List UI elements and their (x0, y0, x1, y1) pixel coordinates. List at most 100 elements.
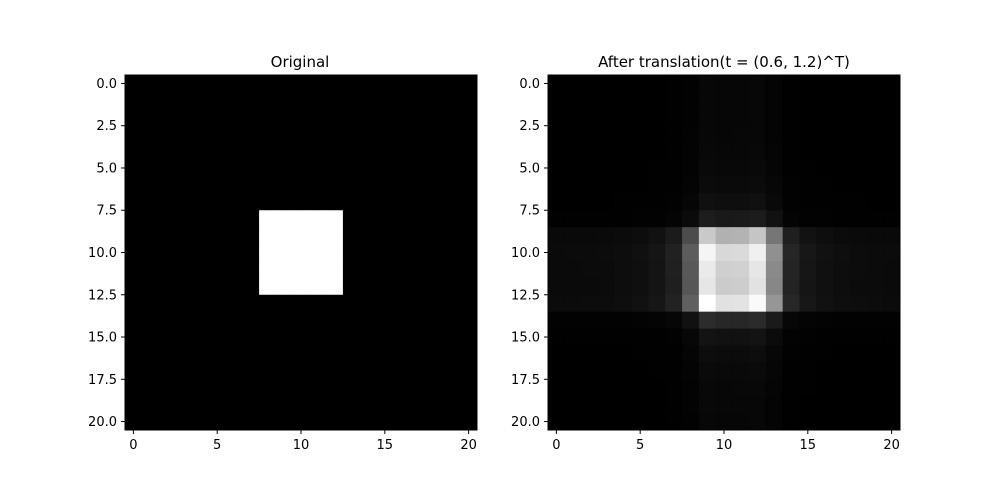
heatmap-cell (192, 176, 210, 194)
heatmap-cell (376, 379, 394, 397)
heatmap-cell (866, 193, 884, 211)
heatmap-cell (564, 193, 582, 211)
heatmap-cell (292, 159, 310, 177)
heatmap-cell (225, 379, 243, 397)
heatmap-cell (749, 294, 767, 313)
heatmap-cell (665, 176, 683, 194)
heatmap-cell (548, 345, 566, 363)
heatmap-cell (192, 379, 210, 397)
heatmap-cell (665, 108, 683, 127)
heatmap-cell (225, 108, 243, 127)
heatmap-cell (698, 159, 717, 177)
heatmap-cell (765, 108, 784, 127)
y-tick-label: 12.5 (511, 288, 540, 303)
y-tick-label: 12.5 (88, 288, 117, 303)
heatmap-cell (665, 294, 683, 313)
heatmap-cell (615, 260, 633, 279)
heatmap-cell (460, 125, 478, 144)
heatmap-cell (698, 328, 717, 346)
heatmap-cell (326, 142, 344, 160)
heatmap-cell (175, 294, 193, 313)
heatmap-cell (715, 176, 733, 194)
heatmap-cell (309, 227, 327, 245)
heatmap-cell (141, 244, 159, 262)
heatmap-cell (615, 75, 633, 93)
heatmap-cell (665, 328, 683, 346)
x-axis-translated: 0 5 10 15 20 (552, 430, 900, 453)
heatmap-cell (698, 193, 717, 211)
heatmap-cell (376, 227, 394, 245)
heatmap-cell (548, 413, 566, 431)
heatmap-cell (581, 328, 599, 346)
heatmap-cell (883, 108, 901, 127)
heatmap-cell (883, 91, 901, 110)
heatmap-cell (598, 311, 616, 329)
heatmap-cell (832, 193, 851, 211)
heatmap-cell (342, 311, 361, 329)
heatmap-cell (816, 75, 834, 93)
heatmap-cell (359, 379, 377, 397)
heatmap-cell (275, 328, 294, 346)
y-tick-label: 5.0 (96, 161, 117, 176)
heatmap-cell (648, 311, 666, 329)
heatmap-cell (175, 379, 193, 397)
heatmap-cell (598, 294, 616, 313)
heatmap-cell (393, 379, 411, 397)
heatmap-cell (799, 311, 817, 329)
heatmap-cell (175, 75, 193, 93)
heatmap-cell (326, 277, 344, 296)
heatmap-cell (259, 108, 277, 127)
heatmap-cell (765, 311, 784, 329)
heatmap-cell (782, 260, 800, 279)
heatmap-cell (682, 142, 700, 160)
heatmap-cell (242, 75, 260, 93)
heatmap-cell (883, 210, 901, 228)
heatmap-cell (765, 176, 784, 194)
heatmap-cell (665, 379, 683, 397)
heatmap-cell (158, 210, 176, 228)
heatmap-cell (832, 260, 851, 279)
heatmap-cell (648, 362, 666, 380)
heatmap-cell (192, 75, 210, 93)
heatmap-cell (192, 294, 210, 313)
heatmap-cell (192, 210, 210, 228)
panel-title-original: Original (271, 53, 330, 71)
heatmap-cell (615, 362, 633, 380)
heatmap-cell (799, 260, 817, 279)
heatmap-cell (376, 91, 394, 110)
heatmap-cell (615, 311, 633, 329)
heatmap-cell (682, 277, 700, 296)
heatmap-cell (292, 260, 310, 279)
heatmap-cell (598, 328, 616, 346)
heatmap-cell (631, 277, 649, 296)
heatmap-cell (359, 176, 377, 194)
heatmap-cell (242, 125, 260, 144)
heatmap-cell (242, 413, 260, 431)
heatmap-cell (732, 142, 750, 160)
heatmap-cell (698, 413, 717, 431)
heatmap-cell (548, 379, 566, 397)
heatmap-cell (682, 176, 700, 194)
heatmap-cell (631, 159, 649, 177)
heatmap-cell (225, 260, 243, 279)
heatmap-cell (749, 311, 767, 329)
heatmap-cell (376, 75, 394, 93)
heatmap-cell (359, 294, 377, 313)
heatmap-cell (309, 362, 327, 380)
heatmap-cell (443, 294, 461, 313)
heatmap-cell (866, 260, 884, 279)
heatmap-cell (715, 260, 733, 279)
heatmap-cell (292, 75, 310, 93)
heatmap-cell (715, 75, 733, 93)
heatmap-cell (292, 379, 310, 397)
heatmap-cell (409, 311, 428, 329)
y-tick-label: 15.0 (88, 331, 117, 346)
heatmap-cell (832, 396, 851, 414)
heatmap-cell (359, 142, 377, 160)
heatmap-cell (393, 75, 411, 93)
heatmap-cell (342, 108, 361, 127)
heatmap-cell (393, 362, 411, 380)
heatmap-cell (564, 210, 582, 228)
heatmap-cell (158, 345, 176, 363)
heatmap-cell (426, 311, 444, 329)
